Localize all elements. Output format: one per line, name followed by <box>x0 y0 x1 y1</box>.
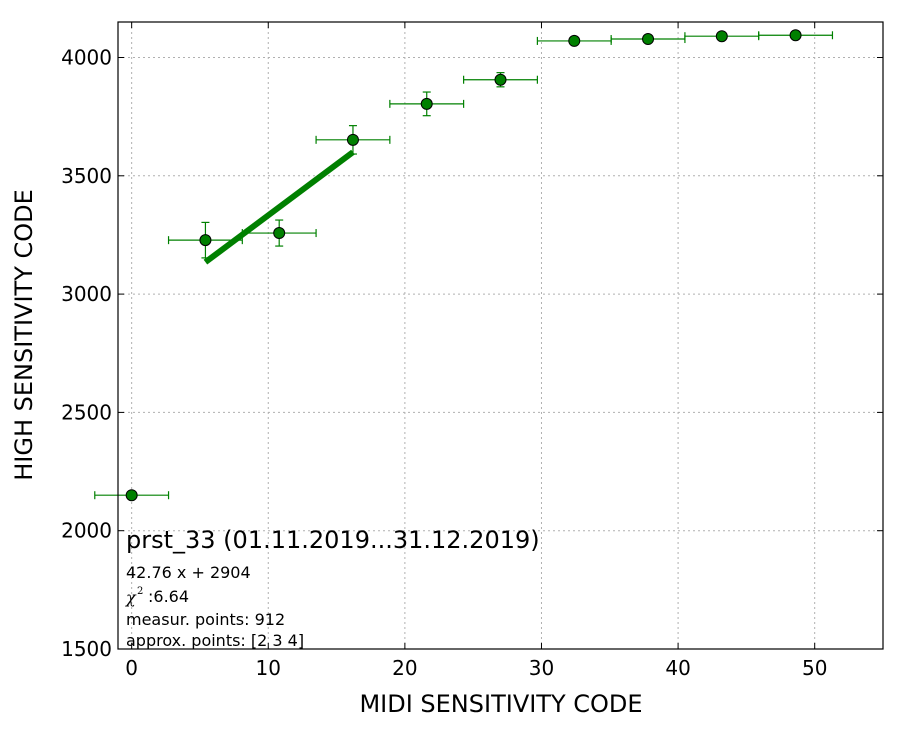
plot-frame <box>117 21 884 650</box>
data-point-group <box>315 125 391 155</box>
x-tick-label: 20 <box>392 656 417 680</box>
y-tick-label: 3000 <box>61 282 112 306</box>
x-axis-label: MIDI SENSITIVITY CODE <box>359 690 642 718</box>
data-point <box>199 234 212 247</box>
grid-layer <box>118 22 883 650</box>
data-point <box>494 73 507 86</box>
data-point-group <box>167 221 243 259</box>
x-tick-label: 40 <box>665 656 690 680</box>
data-point-group <box>389 91 465 117</box>
data-point-group <box>758 29 834 42</box>
x-tick-label: 30 <box>529 656 554 680</box>
chi-symbol: χ <box>125 588 137 607</box>
y-tick-label: 3500 <box>61 164 112 188</box>
approx-points: approx. points: [2 3 4] <box>126 631 304 650</box>
data-point <box>642 33 655 46</box>
data-point <box>789 29 802 42</box>
data-point-group <box>684 30 760 43</box>
y-tick-label: 2000 <box>61 519 112 543</box>
ticks-layer: 0 10 20 30 40 50 1500 2000 2500 3000 3500 4000 <box>61 22 883 680</box>
fit-layer <box>203 149 355 265</box>
y-tick-label: 2500 <box>61 400 112 424</box>
fit-line <box>203 149 355 265</box>
x-tick-label: 10 <box>256 656 281 680</box>
y-tick-label: 1500 <box>61 637 112 661</box>
data-point-group <box>536 34 612 47</box>
measur-points: measur. points: 912 <box>126 610 285 629</box>
fit-equation: 42.76 x + 2904 <box>126 563 251 582</box>
y-axis-label: HIGH SENSITIVITY CODE <box>10 189 38 481</box>
x-tick-label: 0 <box>125 656 138 680</box>
points-layer <box>94 29 834 502</box>
y-tick-label: 4000 <box>61 45 112 69</box>
data-point <box>125 489 138 502</box>
data-point-group <box>463 72 538 88</box>
chi-superscript: 2 <box>137 586 143 597</box>
data-point-group <box>241 219 317 247</box>
data-point <box>715 30 728 43</box>
data-point-group <box>610 33 686 46</box>
data-point <box>420 97 433 110</box>
data-point <box>346 133 359 146</box>
chi2-value: :6.64 <box>148 587 189 606</box>
data-point <box>568 34 581 47</box>
chart-title: prst_33 (01.11.2019...31.12.2019) <box>126 526 540 554</box>
x-tick-label: 50 <box>802 656 827 680</box>
data-point-group <box>94 489 170 502</box>
data-point <box>273 227 286 240</box>
